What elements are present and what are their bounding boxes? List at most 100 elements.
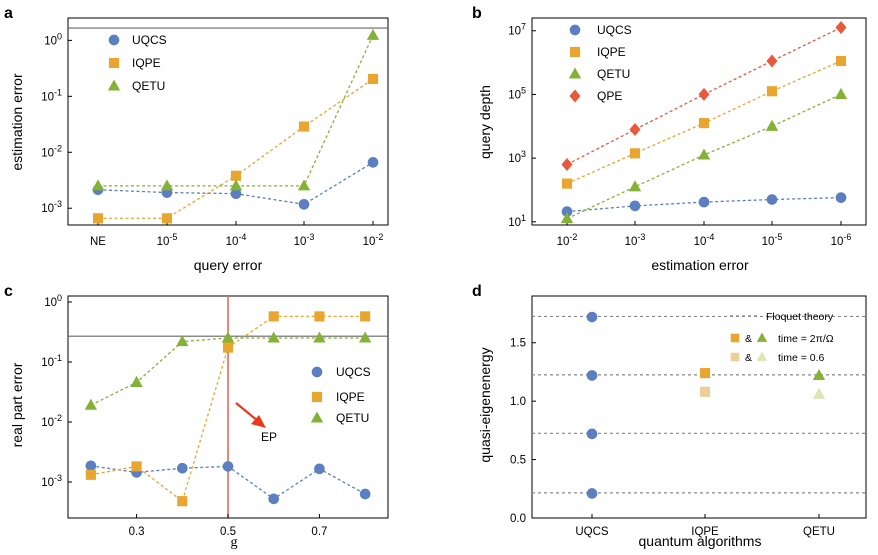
x-tick-label: 10-6 [831, 232, 852, 248]
data-point-qetu [812, 387, 826, 399]
series-line-uqcs [566, 196, 842, 213]
y-tick-label: 0.0 [510, 513, 526, 525]
data-point-qetu [297, 179, 311, 191]
x-axis-title: query error [194, 257, 263, 273]
legend-marker-qpe [569, 89, 581, 103]
data-point-uqcs [359, 488, 371, 500]
y-axis-title: quasi-eigenenergy [477, 347, 493, 462]
data-point-qpe [561, 157, 573, 171]
legend-label-iqpe: IQPE [132, 56, 161, 70]
x-tick-label: 10-4 [694, 232, 715, 248]
x-axis-title: g [231, 535, 238, 550]
legend-marker-iqpe [730, 333, 740, 343]
legend-marker-qetu [310, 411, 324, 423]
data-point-uqcs [298, 198, 310, 210]
data-point-qetu [91, 179, 105, 191]
x-tick-label: IQPE [691, 526, 719, 538]
panel-d: d UQCS IQPE QETU 0.0 0.5 1.0 1.5 quantum algorit… [472, 283, 867, 549]
data-point-iqpe [835, 55, 847, 67]
x-tick-label: 10-3 [294, 232, 315, 248]
data-point-iqpe [698, 118, 710, 129]
data-point-iqpe [367, 73, 379, 85]
plot-frame [531, 17, 867, 226]
y-tick-label: 107 [508, 22, 526, 38]
data-point-uqcs [222, 461, 234, 472]
y-tick-label: 10-3 [41, 473, 62, 489]
panel-a: a NE 10-5 10-4 10-3 10-2 10-3 10-2 10-1 100 query … [4, 5, 389, 273]
data-point-qetu [366, 28, 380, 40]
data-point-qetu [834, 87, 848, 99]
data-point-iqpe [699, 368, 711, 379]
data-point-uqcs [230, 188, 242, 200]
data-point-uqcs [314, 463, 325, 475]
data-point-uqcs [367, 157, 379, 168]
ep-annotation: EP [261, 430, 277, 444]
legend-marker-iqpe [311, 391, 323, 403]
x-tick-label: 10-4 [226, 232, 247, 248]
x-tick-label: 10-2 [557, 232, 578, 248]
series-line-qpe [566, 26, 842, 166]
legend-amp: & [745, 352, 752, 364]
data-point-uqcs [586, 311, 598, 323]
legend-marker-qetu [568, 67, 582, 79]
legend-label-uqcs: UQCS [336, 365, 371, 379]
data-point-iqpe [561, 178, 573, 189]
y-tick-label: 101 [508, 213, 526, 229]
data-point-qetu [697, 148, 711, 160]
x-axis-title: estimation error [651, 257, 749, 273]
data-point-uqcs [268, 493, 280, 505]
data-point-qetu [267, 331, 280, 343]
data-point-iqpe [92, 213, 104, 224]
data-point-iqpe [298, 121, 310, 132]
data-point-qetu [358, 331, 372, 343]
data-point-iqpe [222, 342, 234, 353]
legend-marker-qetu [107, 79, 121, 91]
y-tick-label: 100 [44, 31, 62, 47]
data-point-uqcs [629, 200, 641, 212]
data-point-iqpe [360, 311, 371, 322]
panel-b: b 10-2 10-3 10-4 10-5 10-6 101 103 105 107 estimat… [472, 5, 867, 273]
x-axis-title: quantum algorithms [639, 533, 762, 549]
data-point-uqcs [586, 370, 598, 381]
legend-label-qpe: QPE [597, 89, 622, 103]
x-tick-label: NE [90, 236, 106, 248]
data-point-iqpe [85, 469, 96, 480]
data-point-qetu [229, 179, 243, 191]
data-point-iqpe [766, 86, 778, 97]
data-point-uqcs [85, 460, 97, 472]
data-point-iqpe [314, 311, 325, 322]
legend-marker-iqpe [108, 57, 120, 69]
data-point-iqpe [177, 496, 188, 507]
data-point-iqpe [268, 311, 279, 322]
legend-label-uqcs: UQCS [132, 33, 167, 47]
data-point-qetu [812, 368, 826, 381]
ep-arrow-shaft [235, 402, 259, 422]
y-tick-label: 100 [44, 293, 62, 309]
x-tick-label: UQCS [575, 526, 609, 538]
panel-c: c 0.3 0.5 0.7 10-3 10-2 10-1 100 g real part erro… [4, 283, 389, 550]
data-point-qetu [628, 180, 642, 192]
panel-letter-a: a [4, 5, 13, 22]
x-tick-label: QETU [803, 526, 835, 538]
y-tick-label: 10-1 [41, 87, 62, 103]
panel-letter-c: c [4, 283, 13, 300]
x-tick-label: 0.5 [220, 526, 236, 538]
legend-marker-uqcs [311, 366, 323, 378]
legend-label-iqpe: IQPE [336, 390, 365, 404]
y-tick-label: 10-1 [41, 353, 62, 369]
legend-label-qetu: QETU [597, 67, 630, 81]
legend-floquet-label: Floquet theory [766, 311, 834, 323]
data-point-qetu [560, 212, 574, 224]
x-tick-label: 0.3 [129, 526, 145, 538]
y-tick-label: 105 [508, 85, 526, 101]
data-point-qetu [130, 375, 143, 387]
x-tick-label: 10-5 [762, 232, 783, 248]
legend-time1: time = 2π/Ω [778, 333, 834, 345]
ep-arrow-head [251, 415, 266, 428]
y-tick-label: 1.0 [510, 396, 526, 408]
data-point-qpe [766, 54, 778, 68]
x-tick-label: 0.7 [311, 526, 327, 538]
data-point-qetu [221, 331, 235, 343]
data-point-iqpe [699, 386, 711, 397]
